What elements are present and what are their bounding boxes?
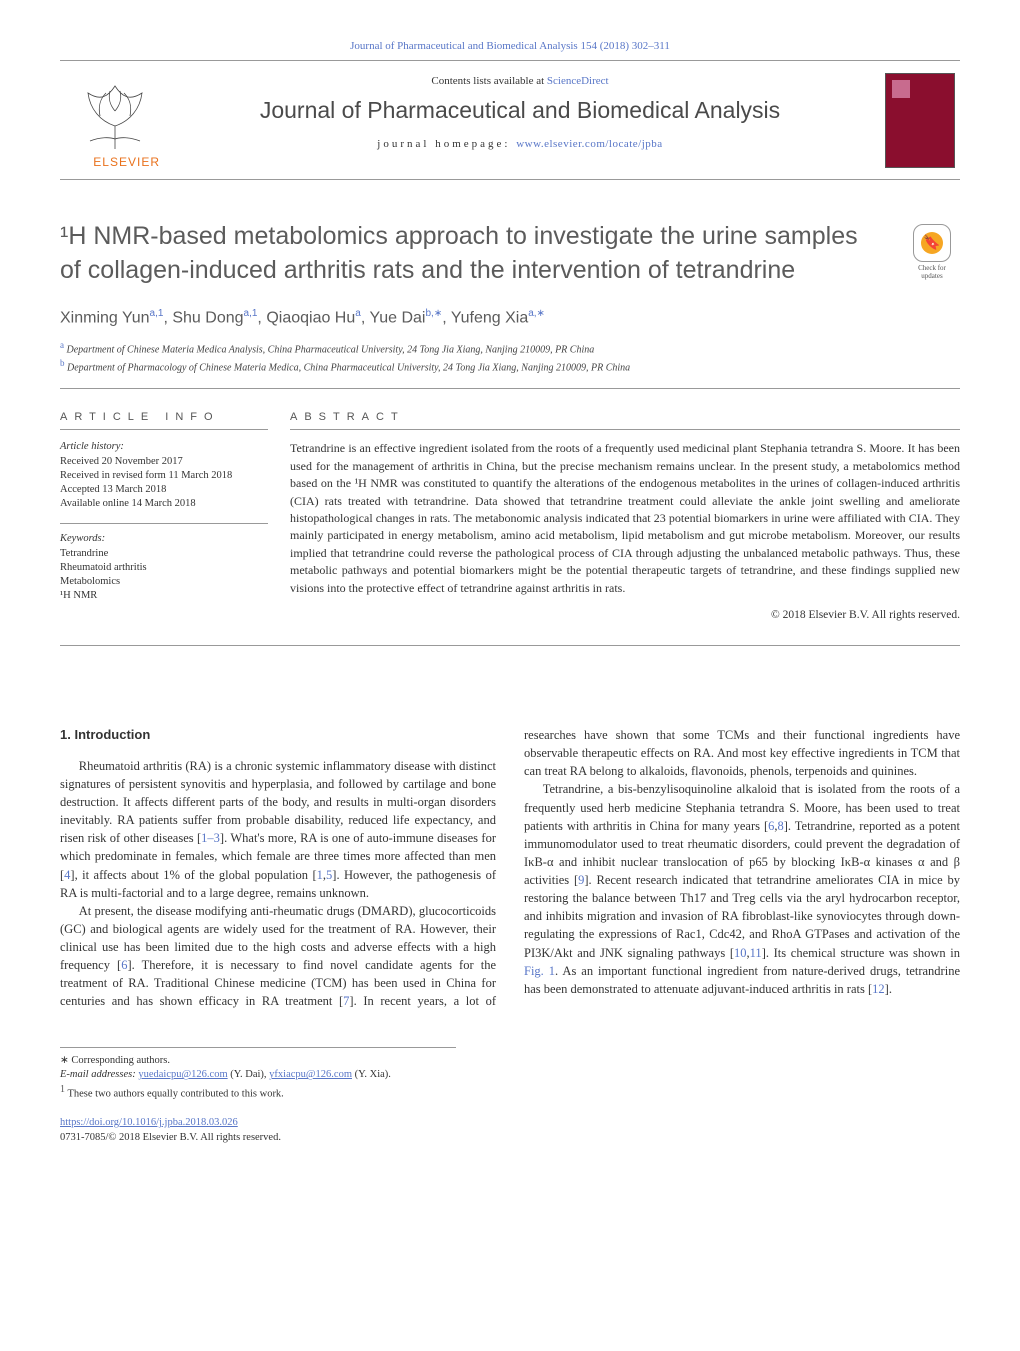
- abstract-copyright: © 2018 Elsevier B.V. All rights reserved…: [290, 609, 960, 621]
- author-4-affil: b,∗: [425, 308, 442, 319]
- author-2-affil: a,1: [244, 308, 258, 319]
- author-3-affil: a: [355, 308, 361, 319]
- ref-link[interactable]: 1: [317, 868, 323, 882]
- author-2: Shu Dong: [172, 309, 243, 326]
- keyword-2: Rheumatoid arthritis: [60, 561, 268, 575]
- email-who-1: (Y. Dai),: [228, 1069, 270, 1080]
- email-link-2[interactable]: yfxiacpu@126.com: [269, 1069, 352, 1080]
- affil-a-text: Department of Chinese Materia Medica Ana…: [67, 344, 595, 355]
- check-for-updates[interactable]: 🔖 Check forupdates: [904, 224, 960, 280]
- keywords-label: Keywords:: [60, 532, 268, 546]
- doi-link[interactable]: https://doi.org/10.1016/j.jpba.2018.03.0…: [60, 1117, 238, 1128]
- email-line: E-mail addresses: yuedaicpu@126.com (Y. …: [60, 1068, 456, 1083]
- history-accepted: Accepted 13 March 2018: [60, 483, 268, 497]
- author-5: Yufeng Xia: [451, 309, 528, 326]
- publisher-logo-text: ELSEVIER: [93, 155, 160, 169]
- author-5-affil: a,∗: [528, 308, 545, 319]
- email-label: E-mail addresses:: [60, 1069, 138, 1080]
- sciencedirect-link[interactable]: ScienceDirect: [547, 75, 609, 87]
- elsevier-tree-icon: [70, 71, 160, 151]
- author-line: Xinming Yuna,1, Shu Donga,1, Qiaoqiao Hu…: [60, 308, 960, 327]
- email-who-2: (Y. Xia).: [352, 1069, 391, 1080]
- history-label: Article history:: [60, 440, 268, 454]
- ref-link[interactable]: 11: [750, 946, 762, 960]
- affil-b-label: b: [60, 358, 65, 368]
- cover-accent: [892, 80, 910, 98]
- corresponding-note: ∗ Corresponding authors.: [60, 1054, 456, 1069]
- contents-line: Contents lists available at ScienceDirec…: [170, 75, 870, 87]
- abstract-head: ABSTRACT: [290, 411, 960, 430]
- ref-link[interactable]: 6: [768, 819, 774, 833]
- history-revised: Received in revised form 11 March 2018: [60, 469, 268, 483]
- article-info-head: ARTICLE INFO: [60, 411, 268, 430]
- issn-copyright: 0731-7085/© 2018 Elsevier B.V. All right…: [60, 1131, 960, 1146]
- note1-text: These two authors equally contributed to…: [67, 1088, 283, 1099]
- keyword-3: Metabolomics: [60, 575, 268, 589]
- history-received: Received 20 November 2017: [60, 455, 268, 469]
- ref-link[interactable]: 10: [734, 946, 747, 960]
- keyword-1: Tetrandrine: [60, 547, 268, 561]
- author-3: Qiaoqiao Hu: [266, 309, 355, 326]
- doi-block: https://doi.org/10.1016/j.jpba.2018.03.0…: [60, 1116, 960, 1145]
- info-abstract-row: ARTICLE INFO Article history: Received 2…: [60, 411, 960, 646]
- note1-num: 1: [60, 1084, 65, 1095]
- keyword-4: ¹H NMR: [60, 589, 268, 603]
- ref-link[interactable]: 1–3: [201, 831, 220, 845]
- bookmark-icon: 🔖: [921, 232, 943, 254]
- journal-name: Journal of Pharmaceutical and Biomedical…: [170, 97, 870, 124]
- ref-link[interactable]: 12: [872, 982, 885, 996]
- section-1-heading: 1. Introduction: [60, 726, 496, 745]
- check-updates-label: Check forupdates: [904, 265, 960, 280]
- author-1-affil: a,1: [150, 308, 164, 319]
- figure-link[interactable]: Fig. 1: [524, 964, 555, 978]
- homepage-line: journal homepage: www.elsevier.com/locat…: [170, 138, 870, 150]
- masthead-center: Contents lists available at ScienceDirec…: [160, 71, 880, 169]
- affiliations: a Department of Chinese Materia Medica A…: [60, 339, 960, 390]
- homepage-prefix: journal homepage:: [377, 138, 516, 150]
- publisher-block: ELSEVIER: [60, 71, 160, 169]
- equal-contrib-note: 1 These two authors equally contributed …: [60, 1083, 456, 1102]
- author-1: Xinming Yun: [60, 309, 150, 326]
- affiliation-b: b Department of Pharmacology of Chinese …: [60, 357, 960, 375]
- body-columns: 1. Introduction Rheumatoid arthritis (RA…: [60, 726, 960, 1011]
- masthead: ELSEVIER Contents lists available at Sci…: [60, 61, 960, 180]
- contents-prefix: Contents lists available at: [431, 75, 546, 87]
- article-title: ¹H NMR-based metabolomics approach to in…: [60, 220, 884, 288]
- running-citation: Journal of Pharmaceutical and Biomedical…: [60, 40, 960, 52]
- keywords-block: Keywords: Tetrandrine Rheumatoid arthrit…: [60, 532, 268, 603]
- article-info: ARTICLE INFO Article history: Received 2…: [60, 411, 290, 621]
- intro-p1: Rheumatoid arthritis (RA) is a chronic s…: [60, 757, 496, 902]
- rule: [60, 523, 268, 524]
- footnotes: ∗ Corresponding authors. E-mail addresse…: [60, 1047, 456, 1103]
- intro-p3: Tetrandrine, a bis-benzylisoquinoline al…: [524, 780, 960, 998]
- article-history: Article history: Received 20 November 20…: [60, 440, 268, 511]
- abstract-column: ABSTRACT Tetrandrine is an effective ing…: [290, 411, 960, 621]
- history-online: Available online 14 March 2018: [60, 497, 268, 511]
- crossmark-badge-icon: 🔖: [913, 224, 951, 262]
- author-4: Yue Dai: [369, 309, 425, 326]
- homepage-link[interactable]: www.elsevier.com/locate/jpba: [516, 138, 662, 150]
- abstract-text: Tetrandrine is an effective ingredient i…: [290, 440, 960, 597]
- affil-a-label: a: [60, 340, 64, 350]
- affil-b-text: Department of Pharmacology of Chinese Ma…: [67, 362, 630, 373]
- email-link-1[interactable]: yuedaicpu@126.com: [138, 1069, 227, 1080]
- journal-cover-thumb: [885, 73, 955, 168]
- affiliation-a: a Department of Chinese Materia Medica A…: [60, 339, 960, 357]
- cover-thumb-wrap: [880, 71, 960, 169]
